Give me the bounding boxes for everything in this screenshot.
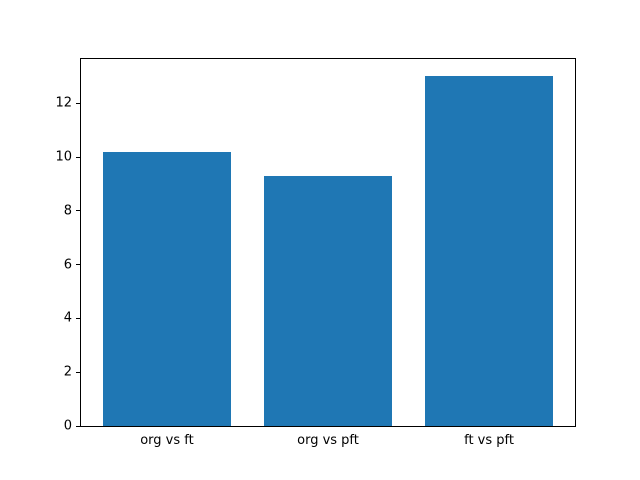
- y-tick-label: 10: [55, 149, 72, 165]
- y-tick-mark: [76, 210, 80, 212]
- y-tick-mark: [76, 425, 80, 427]
- bar-org-vs-pft: [263, 175, 393, 426]
- y-tick-mark: [76, 371, 80, 373]
- y-tick-label: 4: [63, 310, 72, 326]
- x-tick-label: ft vs pft: [464, 433, 514, 448]
- y-tick-mark: [76, 102, 80, 104]
- x-tick-label: org vs ft: [140, 433, 194, 448]
- y-tick-mark: [76, 317, 80, 319]
- x-tick-label: org vs pft: [297, 433, 359, 448]
- y-tick-label: 12: [55, 95, 72, 111]
- bar-ft-vs-pft: [424, 76, 554, 426]
- y-tick-label: 0: [63, 418, 72, 434]
- y-tick-label: 6: [63, 257, 72, 273]
- bar-org-vs-ft: [102, 151, 232, 426]
- y-tick-mark: [76, 156, 80, 158]
- y-tick-label: 2: [63, 364, 72, 380]
- y-tick-mark: [76, 264, 80, 266]
- plot-area: [80, 58, 576, 427]
- y-tick-label: 8: [63, 203, 72, 219]
